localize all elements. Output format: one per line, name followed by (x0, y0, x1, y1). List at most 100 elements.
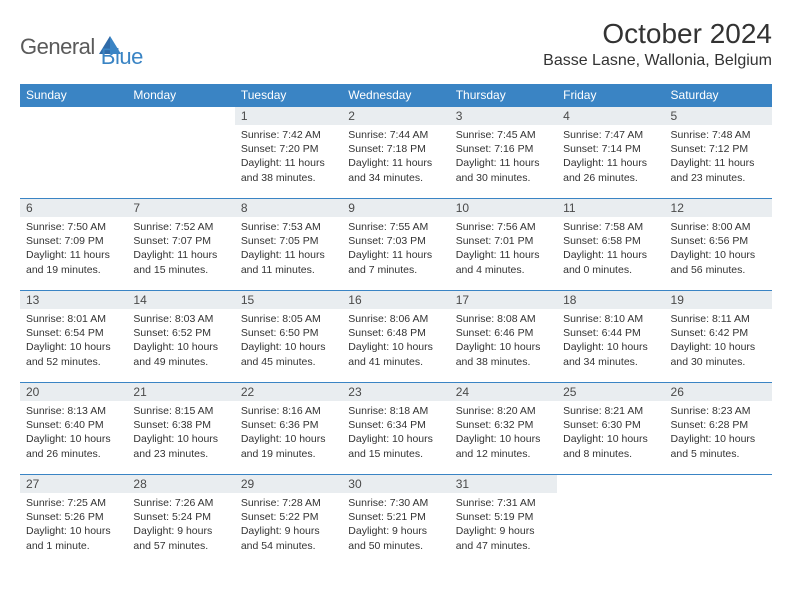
calendar-cell: 2Sunrise: 7:44 AMSunset: 7:18 PMDaylight… (342, 107, 449, 199)
day-header: Saturday (665, 84, 772, 107)
sunrise-text: Sunrise: 8:23 AM (671, 404, 766, 418)
daylight-text: Daylight: 9 hours and 54 minutes. (241, 524, 336, 552)
day-number: 6 (20, 199, 127, 217)
sunset-text: Sunset: 7:20 PM (241, 142, 336, 156)
daylight-text: Daylight: 10 hours and 23 minutes. (133, 432, 228, 460)
daylight-text: Daylight: 11 hours and 30 minutes. (456, 156, 551, 184)
day-content: Sunrise: 7:44 AMSunset: 7:18 PMDaylight:… (342, 125, 449, 189)
sunset-text: Sunset: 6:36 PM (241, 418, 336, 432)
sunset-text: Sunset: 5:19 PM (456, 510, 551, 524)
sunrise-text: Sunrise: 8:03 AM (133, 312, 228, 326)
sunset-text: Sunset: 6:32 PM (456, 418, 551, 432)
day-content: Sunrise: 8:15 AMSunset: 6:38 PMDaylight:… (127, 401, 234, 465)
sunrise-text: Sunrise: 7:56 AM (456, 220, 551, 234)
day-number: 10 (450, 199, 557, 217)
sunrise-text: Sunrise: 8:06 AM (348, 312, 443, 326)
title-block: October 2024 Basse Lasne, Wallonia, Belg… (543, 18, 772, 70)
day-content: Sunrise: 7:28 AMSunset: 5:22 PMDaylight:… (235, 493, 342, 557)
logo: General Blue (20, 18, 143, 70)
sunrise-text: Sunrise: 7:55 AM (348, 220, 443, 234)
sunset-text: Sunset: 6:44 PM (563, 326, 658, 340)
day-number: 31 (450, 475, 557, 493)
sunset-text: Sunset: 6:52 PM (133, 326, 228, 340)
sunset-text: Sunset: 6:38 PM (133, 418, 228, 432)
sunrise-text: Sunrise: 7:25 AM (26, 496, 121, 510)
daylight-text: Daylight: 10 hours and 52 minutes. (26, 340, 121, 368)
calendar-week-row: 20Sunrise: 8:13 AMSunset: 6:40 PMDayligh… (20, 383, 772, 475)
daylight-text: Daylight: 11 hours and 7 minutes. (348, 248, 443, 276)
sunrise-text: Sunrise: 8:20 AM (456, 404, 551, 418)
day-number: 13 (20, 291, 127, 309)
day-number: 2 (342, 107, 449, 125)
calendar-cell: 28Sunrise: 7:26 AMSunset: 5:24 PMDayligh… (127, 475, 234, 567)
daylight-text: Daylight: 10 hours and 15 minutes. (348, 432, 443, 460)
calendar-cell: 16Sunrise: 8:06 AMSunset: 6:48 PMDayligh… (342, 291, 449, 383)
day-content: Sunrise: 7:25 AMSunset: 5:26 PMDaylight:… (20, 493, 127, 557)
sunset-text: Sunset: 7:05 PM (241, 234, 336, 248)
sunrise-text: Sunrise: 7:28 AM (241, 496, 336, 510)
day-content: Sunrise: 8:20 AMSunset: 6:32 PMDaylight:… (450, 401, 557, 465)
daylight-text: Daylight: 10 hours and 30 minutes. (671, 340, 766, 368)
sunset-text: Sunset: 7:03 PM (348, 234, 443, 248)
calendar-cell: 4Sunrise: 7:47 AMSunset: 7:14 PMDaylight… (557, 107, 664, 199)
sunrise-text: Sunrise: 7:44 AM (348, 128, 443, 142)
calendar-cell: 29Sunrise: 7:28 AMSunset: 5:22 PMDayligh… (235, 475, 342, 567)
sunrise-text: Sunrise: 7:48 AM (671, 128, 766, 142)
day-number: 15 (235, 291, 342, 309)
day-number: 23 (342, 383, 449, 401)
daylight-text: Daylight: 10 hours and 49 minutes. (133, 340, 228, 368)
day-content: Sunrise: 7:56 AMSunset: 7:01 PMDaylight:… (450, 217, 557, 281)
daylight-text: Daylight: 11 hours and 23 minutes. (671, 156, 766, 184)
calendar-table: Sunday Monday Tuesday Wednesday Thursday… (20, 84, 772, 567)
calendar-cell: 20Sunrise: 8:13 AMSunset: 6:40 PMDayligh… (20, 383, 127, 475)
daylight-text: Daylight: 10 hours and 8 minutes. (563, 432, 658, 460)
calendar-cell (20, 107, 127, 199)
day-number: 14 (127, 291, 234, 309)
calendar-cell: 3Sunrise: 7:45 AMSunset: 7:16 PMDaylight… (450, 107, 557, 199)
sunset-text: Sunset: 7:01 PM (456, 234, 551, 248)
sunset-text: Sunset: 7:16 PM (456, 142, 551, 156)
sunrise-text: Sunrise: 7:52 AM (133, 220, 228, 234)
sunrise-text: Sunrise: 7:47 AM (563, 128, 658, 142)
day-number: 12 (665, 199, 772, 217)
calendar-cell: 24Sunrise: 8:20 AMSunset: 6:32 PMDayligh… (450, 383, 557, 475)
calendar-cell: 1Sunrise: 7:42 AMSunset: 7:20 PMDaylight… (235, 107, 342, 199)
calendar-cell: 19Sunrise: 8:11 AMSunset: 6:42 PMDayligh… (665, 291, 772, 383)
calendar-cell: 7Sunrise: 7:52 AMSunset: 7:07 PMDaylight… (127, 199, 234, 291)
calendar-cell: 17Sunrise: 8:08 AMSunset: 6:46 PMDayligh… (450, 291, 557, 383)
day-content: Sunrise: 8:16 AMSunset: 6:36 PMDaylight:… (235, 401, 342, 465)
day-number: 26 (665, 383, 772, 401)
day-content: Sunrise: 8:11 AMSunset: 6:42 PMDaylight:… (665, 309, 772, 373)
day-number: 3 (450, 107, 557, 125)
day-header: Monday (127, 84, 234, 107)
daylight-text: Daylight: 11 hours and 4 minutes. (456, 248, 551, 276)
day-content: Sunrise: 8:06 AMSunset: 6:48 PMDaylight:… (342, 309, 449, 373)
daylight-text: Daylight: 10 hours and 12 minutes. (456, 432, 551, 460)
sunset-text: Sunset: 5:24 PM (133, 510, 228, 524)
day-content: Sunrise: 7:30 AMSunset: 5:21 PMDaylight:… (342, 493, 449, 557)
sunset-text: Sunset: 7:14 PM (563, 142, 658, 156)
day-number: 11 (557, 199, 664, 217)
calendar-cell (665, 475, 772, 567)
day-header: Wednesday (342, 84, 449, 107)
calendar-cell: 21Sunrise: 8:15 AMSunset: 6:38 PMDayligh… (127, 383, 234, 475)
calendar-cell: 26Sunrise: 8:23 AMSunset: 6:28 PMDayligh… (665, 383, 772, 475)
sunrise-text: Sunrise: 7:30 AM (348, 496, 443, 510)
day-header: Friday (557, 84, 664, 107)
day-content: Sunrise: 8:18 AMSunset: 6:34 PMDaylight:… (342, 401, 449, 465)
day-content: Sunrise: 8:13 AMSunset: 6:40 PMDaylight:… (20, 401, 127, 465)
sunrise-text: Sunrise: 7:26 AM (133, 496, 228, 510)
day-content: Sunrise: 8:01 AMSunset: 6:54 PMDaylight:… (20, 309, 127, 373)
day-number: 4 (557, 107, 664, 125)
sunrise-text: Sunrise: 7:31 AM (456, 496, 551, 510)
sunset-text: Sunset: 5:26 PM (26, 510, 121, 524)
daylight-text: Daylight: 11 hours and 38 minutes. (241, 156, 336, 184)
sunrise-text: Sunrise: 7:53 AM (241, 220, 336, 234)
calendar-cell: 12Sunrise: 8:00 AMSunset: 6:56 PMDayligh… (665, 199, 772, 291)
day-content: Sunrise: 7:31 AMSunset: 5:19 PMDaylight:… (450, 493, 557, 557)
daylight-text: Daylight: 10 hours and 5 minutes. (671, 432, 766, 460)
page-header: General Blue October 2024 Basse Lasne, W… (20, 18, 772, 70)
sunrise-text: Sunrise: 8:21 AM (563, 404, 658, 418)
daylight-text: Daylight: 9 hours and 50 minutes. (348, 524, 443, 552)
calendar-week-row: 27Sunrise: 7:25 AMSunset: 5:26 PMDayligh… (20, 475, 772, 567)
